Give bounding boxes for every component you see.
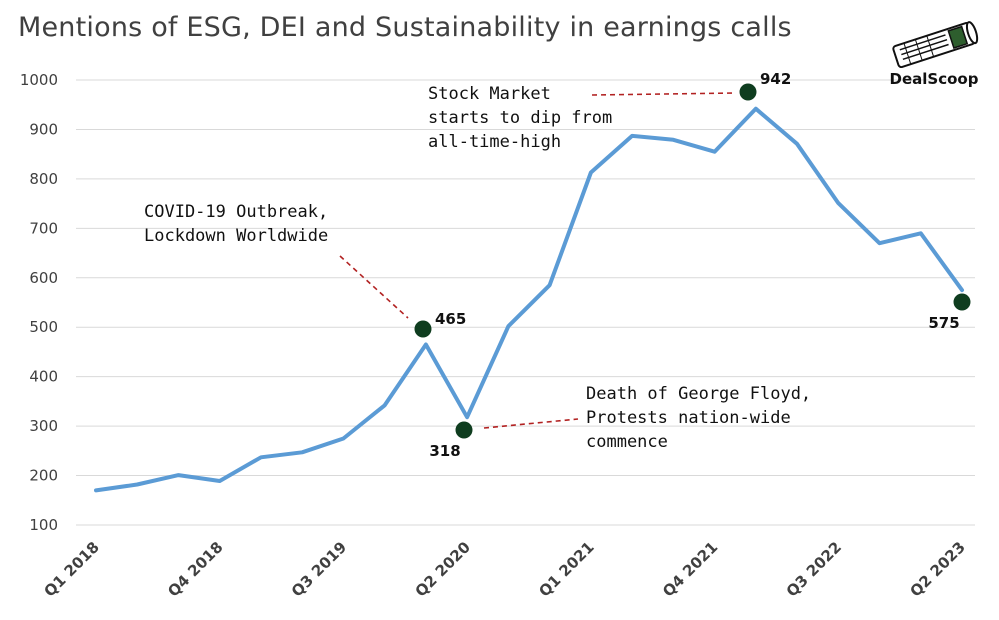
annotation-text: starts to dip from bbox=[428, 108, 612, 128]
highlight-marker bbox=[414, 320, 432, 338]
y-tick-label: 900 bbox=[29, 120, 58, 138]
data-label: 575 bbox=[928, 314, 959, 332]
annotation-text: COVID-19 Outbreak, bbox=[144, 202, 328, 222]
y-tick-label: 800 bbox=[29, 170, 58, 188]
x-tick-label: Q3 2019 bbox=[288, 538, 350, 600]
y-tick-label: 400 bbox=[29, 368, 58, 386]
x-tick-label: Q2 2023 bbox=[906, 538, 968, 600]
annotation-text: commence bbox=[586, 432, 668, 452]
data-labels: 465 318 942 575 bbox=[429, 70, 959, 460]
newspaper-roll-icon bbox=[892, 21, 979, 69]
data-label: 942 bbox=[760, 70, 791, 88]
highlight-marker bbox=[739, 83, 757, 101]
y-tick-label: 200 bbox=[29, 467, 58, 485]
dealscoop-logo: DealScoop bbox=[884, 20, 984, 92]
annotation-connector bbox=[483, 418, 579, 429]
annotation-connector bbox=[591, 92, 737, 96]
x-tick-label: Q3 2022 bbox=[783, 538, 845, 600]
x-tick-label: Q2 2020 bbox=[412, 538, 474, 600]
annotation-text: all-time-high bbox=[428, 132, 561, 152]
y-tick-label: 100 bbox=[29, 516, 58, 534]
highlight-markers bbox=[414, 83, 971, 439]
grid-lines bbox=[76, 79, 975, 526]
annotation-text: Stock Market bbox=[428, 84, 551, 104]
x-tick-label: Q4 2018 bbox=[164, 538, 226, 600]
x-axis-ticks: Q1 2018 Q4 2018 Q3 2019 Q2 2020 Q1 2021 Q4 20… bbox=[40, 538, 968, 600]
series-line bbox=[94, 106, 964, 493]
y-tick-label: 600 bbox=[29, 269, 58, 287]
annotation-text: Protests nation-wide bbox=[586, 408, 791, 428]
annotation-text: Death of George Floyd, bbox=[586, 384, 811, 404]
x-tick-label: Q1 2021 bbox=[535, 538, 597, 600]
x-tick-label: Q4 2021 bbox=[659, 538, 721, 600]
annotation-text: Lockdown Worldwide bbox=[144, 226, 328, 246]
highlight-marker bbox=[953, 293, 971, 311]
data-label: 465 bbox=[435, 310, 466, 328]
data-label: 318 bbox=[429, 442, 460, 460]
x-tick-label: Q1 2018 bbox=[40, 538, 102, 600]
y-tick-label: 300 bbox=[29, 417, 58, 435]
highlight-marker bbox=[455, 421, 473, 439]
y-tick-label: 1000 bbox=[20, 71, 58, 89]
annotation-connector bbox=[339, 255, 409, 319]
y-tick-label: 500 bbox=[29, 318, 58, 336]
series-layer bbox=[94, 106, 964, 493]
y-axis-ticks: 100 200 300 400 500 600 700 800 900 1000 bbox=[20, 71, 58, 534]
y-tick-label: 700 bbox=[29, 219, 58, 237]
annotation-connectors bbox=[339, 92, 737, 429]
annotations: COVID-19 Outbreak, Lockdown Worldwide Deat… bbox=[144, 84, 811, 452]
chart-title: Mentions of ESG, DEI and Sustainability … bbox=[18, 12, 792, 43]
logo-text: DealScoop bbox=[889, 70, 979, 88]
